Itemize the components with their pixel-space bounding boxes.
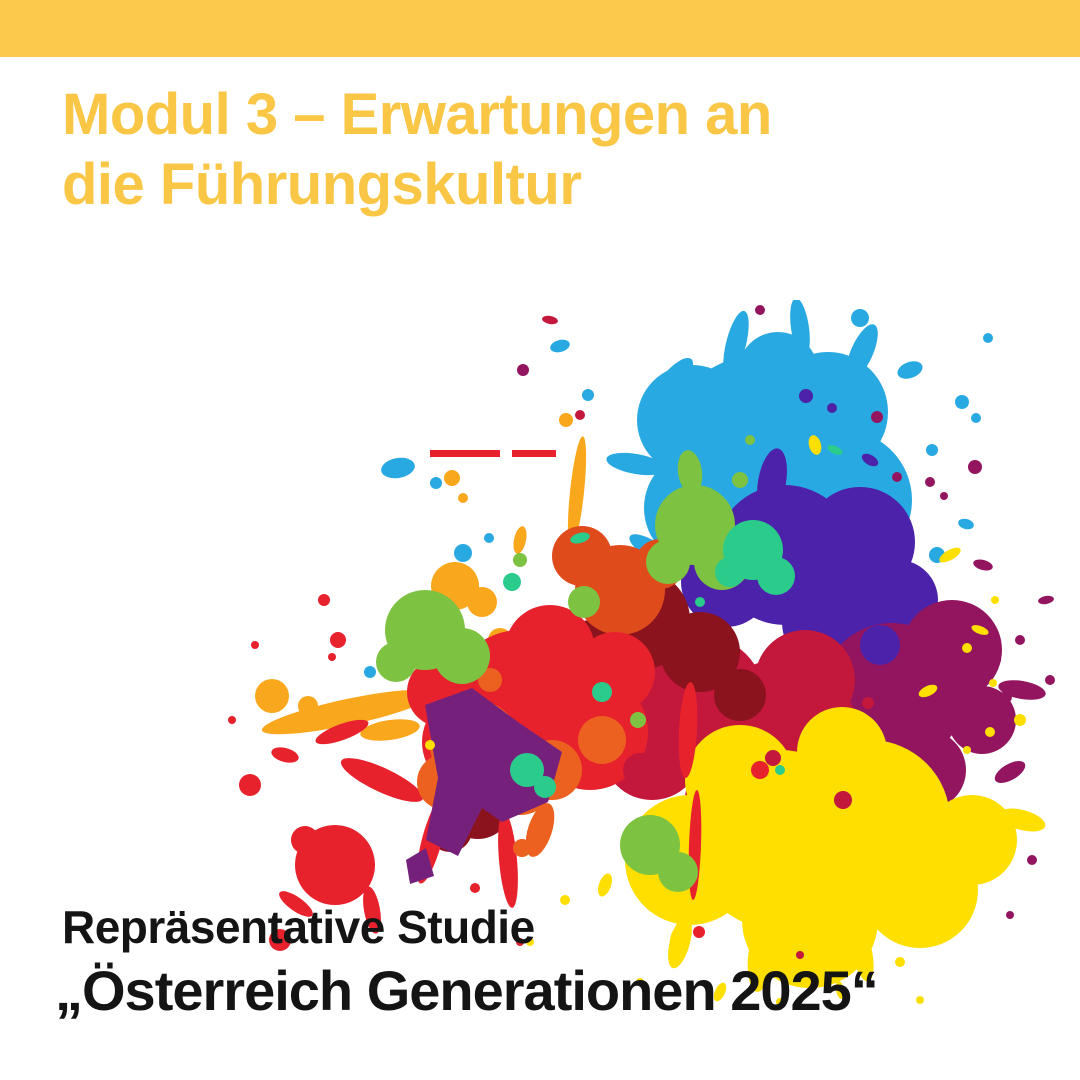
splat-red: [228, 450, 655, 951]
splat-indigo: [663, 389, 938, 696]
footer-study-title: „Österreich Generationen 2025“: [55, 959, 879, 1022]
page-title: Modul 3 – Erwartungen an die Führungskul…: [62, 80, 772, 220]
splat-orange: [417, 668, 626, 857]
splat-yellow: [425, 435, 1046, 1006]
splat-orange-red: [552, 526, 685, 635]
splat-cyan: [364, 300, 993, 777]
page-title-line2: die Führungskultur: [62, 152, 582, 217]
splat-magenta: [517, 305, 1055, 919]
splat-purple: [406, 688, 562, 884]
splat-indigo-accent: [845, 597, 900, 665]
splat-maroon: [428, 570, 766, 852]
splat-light-green: [376, 435, 755, 892]
splat-crimson-droplets: [623, 678, 874, 959]
splat-gold: [255, 413, 587, 741]
top-accent-bar: [0, 0, 1080, 57]
splat-crimson: [542, 315, 925, 922]
splat-emerald: [503, 445, 843, 798]
paint-splatter-graphic: [228, 300, 1055, 1006]
footer-study-label: Repräsentative Studie: [62, 901, 535, 953]
page-title-line1: Modul 3 – Erwartungen an: [62, 82, 772, 147]
splat-red-drips: [678, 682, 769, 938]
